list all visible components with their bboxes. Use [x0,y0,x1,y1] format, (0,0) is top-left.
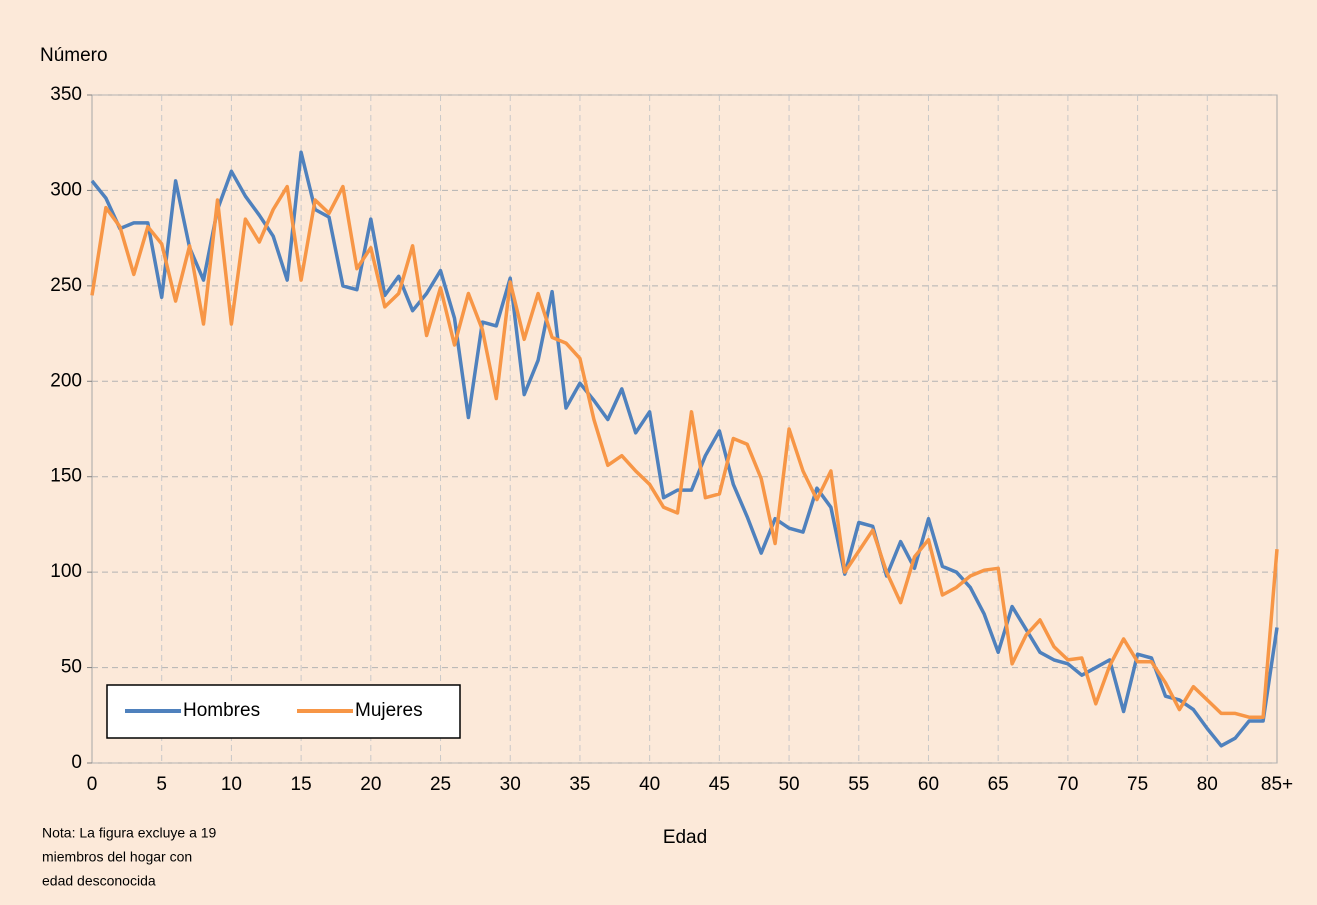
y-tick-label: 250 [50,275,82,296]
x-axis-label: Edad [663,827,707,848]
x-tick-label: 5 [156,774,167,795]
y-tick-label: 0 [71,752,82,773]
x-tick-label: 50 [778,774,799,795]
x-tick-label: 60 [918,774,939,795]
x-tick-label: 0 [87,774,98,795]
x-tick-label: 10 [221,774,242,795]
note: miembros del hogar con [42,849,192,865]
x-tick-label: 75 [1127,774,1148,795]
x-tick-label: 35 [569,774,590,795]
x-tick-label: 85+ [1261,774,1293,795]
x-tick-label: 45 [709,774,730,795]
legend-label: Mujeres [355,700,423,721]
y-tick-label: 200 [50,370,82,391]
y-axis-label: Número [40,45,108,66]
x-tick-label: 15 [291,774,312,795]
x-tick-label: 80 [1197,774,1218,795]
data-line [90,184,1279,719]
legend-label: Hombres [183,700,260,721]
y-tick-label: 350 [50,84,82,105]
y-tick-label: 150 [50,466,82,487]
y-tick-label: 50 [61,657,82,678]
x-tick-label: 70 [1057,774,1078,795]
x-tick-label: 25 [430,774,451,795]
y-tick-label: 300 [50,179,82,200]
x-tick-label: 55 [848,774,869,795]
data-line [90,150,1279,748]
note: edad desconocida [42,873,156,889]
x-tick-label: 65 [988,774,1009,795]
x-tick-label: 30 [500,774,521,795]
note: Nota: La figura excluye a 19 [42,825,217,841]
x-tick-label: 40 [639,774,660,795]
x-tick-label: 20 [360,774,381,795]
y-tick-label: 100 [50,561,82,582]
